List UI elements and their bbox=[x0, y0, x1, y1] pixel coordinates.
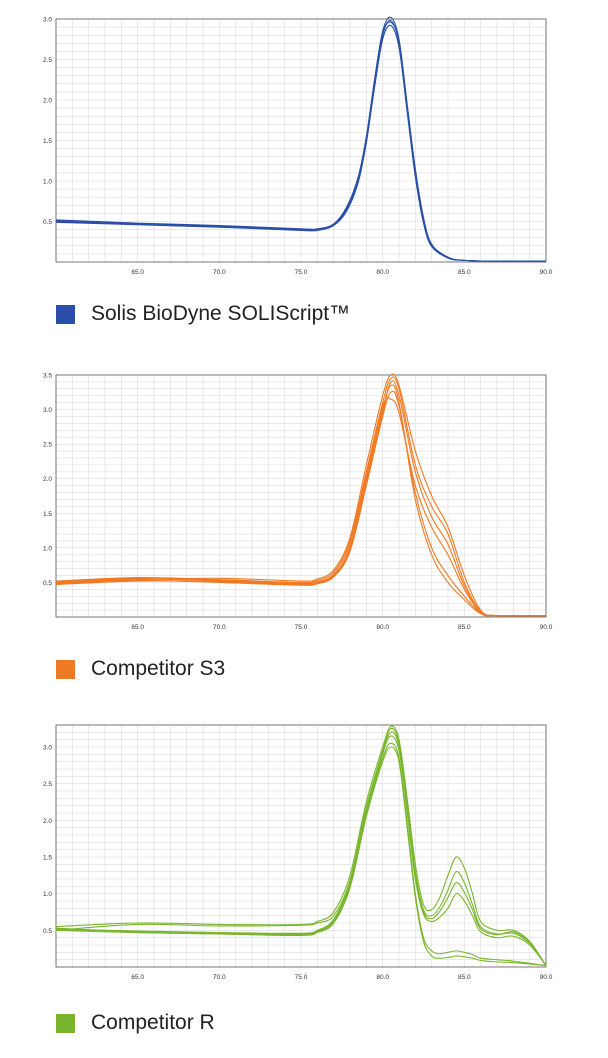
x-tick-label: 70.0 bbox=[213, 269, 226, 276]
legend-competitor-r: Competitor R bbox=[56, 1011, 215, 1035]
y-tick-label: 1.5 bbox=[43, 138, 52, 145]
y-tick-label: 2.0 bbox=[43, 98, 52, 105]
series-line bbox=[55, 376, 547, 617]
melt-curve-chart-solis: 65.0 70.0 75.0 80.0 85.0 90.0 0.5 1.0 1.5 2.0 2.5 3… bbox=[43, 17, 553, 277]
y-tick-label: 0.5 bbox=[43, 580, 52, 587]
y-tick-label: 3.0 bbox=[43, 407, 52, 414]
melt-curve-chart-competitor-s3: 65.0 70.0 75.0 80.0 85.0 90.0 0.5 1.0 1.5 2.0 2.5 3… bbox=[43, 373, 553, 632]
series-line bbox=[55, 373, 547, 617]
x-tick-label: 70.0 bbox=[213, 974, 226, 981]
x-tick-label: 65.0 bbox=[131, 624, 144, 631]
x-tick-label: 85.0 bbox=[458, 974, 471, 981]
x-tick-label: 75.0 bbox=[295, 624, 308, 631]
plot-frame bbox=[55, 724, 547, 968]
y-tick-label: 3.5 bbox=[43, 373, 52, 380]
y-tick-label: 1.0 bbox=[43, 545, 52, 552]
y-tick-label: 1.5 bbox=[43, 511, 52, 518]
melt-curve-chart-competitor-r: 65.0 70.0 75.0 80.0 85.0 90.0 0.5 1.0 1.5 2.0 2.5 3… bbox=[43, 724, 553, 981]
x-tick-label: 80.0 bbox=[376, 624, 389, 631]
chart-panel-competitor-r: 65.0 70.0 75.0 80.0 85.0 90.0 0.5 1.0 1.5 2.0 2.5 3… bbox=[0, 715, 608, 1058]
y-tick-label: 3.0 bbox=[43, 17, 52, 24]
x-tick-label: 80.0 bbox=[376, 974, 389, 981]
legend-label-solis: Solis BioDyne SOLIScript™ bbox=[91, 302, 351, 325]
plot-frame bbox=[55, 374, 547, 618]
x-tick-label: 70.0 bbox=[213, 624, 226, 631]
plot-frame bbox=[55, 18, 547, 263]
chart-panel-solis: 65.0 70.0 75.0 80.0 85.0 90.0 0.5 1.0 1.5 2.0 2.5 3… bbox=[0, 0, 608, 340]
y-tick-label: 2.0 bbox=[43, 476, 52, 483]
x-tick-label: 75.0 bbox=[295, 269, 308, 276]
y-tick-label: 3.0 bbox=[43, 745, 52, 752]
series-line bbox=[55, 735, 547, 966]
series-line bbox=[55, 725, 547, 966]
x-tick-label: 85.0 bbox=[458, 269, 471, 276]
chart-panel-competitor-s3: 65.0 70.0 75.0 80.0 85.0 90.0 0.5 1.0 1.5 2.0 2.5 3… bbox=[0, 360, 608, 700]
y-tick-label: 1.0 bbox=[43, 179, 52, 186]
x-tick-label: 90.0 bbox=[540, 624, 553, 631]
x-tick-label: 90.0 bbox=[540, 974, 553, 981]
legend-label-competitor-s3: Competitor S3 bbox=[91, 657, 226, 680]
y-tick-label: 0.5 bbox=[43, 219, 52, 226]
x-tick-label: 85.0 bbox=[458, 624, 471, 631]
x-tick-label: 65.0 bbox=[131, 974, 144, 981]
legend-label-competitor-r: Competitor R bbox=[91, 1011, 215, 1034]
series-line bbox=[55, 396, 547, 617]
y-tick-label: 2.0 bbox=[43, 818, 52, 825]
legend-solis: Solis BioDyne SOLIScript™ bbox=[56, 302, 350, 326]
y-tick-label: 2.5 bbox=[43, 442, 52, 449]
series-line bbox=[55, 390, 547, 617]
series-line bbox=[55, 384, 547, 617]
series-line bbox=[55, 21, 547, 262]
series-line bbox=[55, 746, 547, 967]
x-tick-label: 65.0 bbox=[131, 269, 144, 276]
legend-competitor-s3: Competitor S3 bbox=[56, 657, 225, 681]
y-tick-label: 1.5 bbox=[43, 855, 52, 862]
x-tick-label: 75.0 bbox=[295, 974, 308, 981]
legend-swatch-competitor-s3 bbox=[56, 659, 75, 679]
legend-swatch-solis bbox=[56, 304, 75, 324]
x-tick-label: 90.0 bbox=[540, 269, 553, 276]
x-tick-label: 80.0 bbox=[376, 269, 389, 276]
y-tick-label: 2.5 bbox=[43, 781, 52, 788]
y-tick-label: 1.0 bbox=[43, 891, 52, 898]
y-tick-label: 2.5 bbox=[43, 57, 52, 64]
legend-swatch-competitor-r bbox=[56, 1013, 75, 1033]
y-tick-label: 0.5 bbox=[43, 928, 52, 935]
series-line bbox=[55, 380, 547, 617]
